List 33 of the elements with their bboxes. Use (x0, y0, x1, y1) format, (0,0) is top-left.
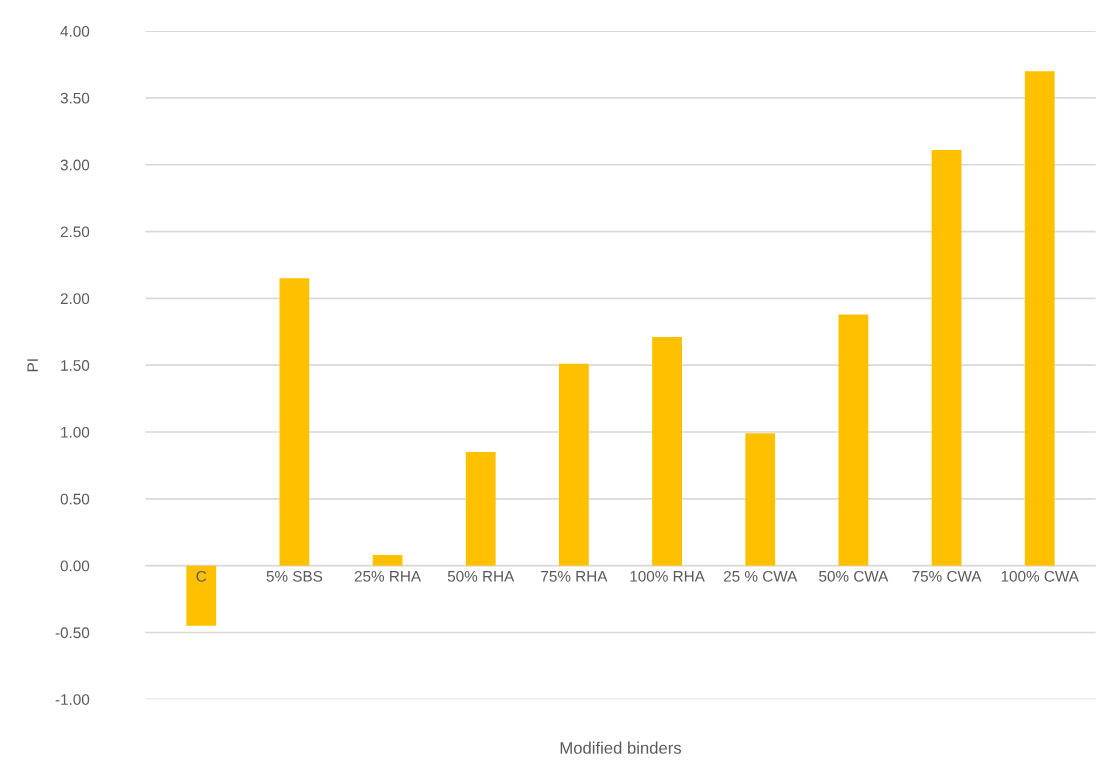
y-tick-label: 4.00 (60, 25, 90, 37)
y-tick-label: 2.00 (60, 293, 90, 305)
bar (652, 337, 682, 566)
bar (745, 433, 776, 566)
x-axis-title: Modified binders (560, 741, 682, 754)
x-tick-label: 5% SBS (266, 570, 323, 582)
x-tick-label: 50% RHA (447, 570, 515, 582)
bar (186, 565, 217, 626)
x-tick-label: 25 % CWA (723, 570, 798, 582)
x-tick-label: 75% RHA (541, 570, 608, 582)
y-tick-label: 3.50 (60, 92, 90, 104)
bar (931, 150, 962, 566)
y-tick-label: 1.50 (61, 360, 90, 371)
y-tick-label: -0.50 (55, 627, 90, 639)
bar (372, 554, 403, 566)
x-tick-label: 100% CWA (1001, 570, 1079, 582)
bar (279, 278, 310, 566)
bar (1024, 71, 1055, 566)
x-tick-label: 25% RHA (354, 570, 422, 582)
x-tick-label: 75% CWA (912, 570, 982, 582)
x-tick-label: 50% CWA (819, 570, 889, 582)
y-axis-title: PI (27, 359, 38, 372)
bar (559, 363, 589, 566)
bar (465, 452, 496, 566)
y-tick-label: 0.00 (60, 560, 90, 572)
y-tick-label: 0.50 (60, 493, 90, 505)
y-tick-label: 2.50 (60, 226, 90, 238)
bar (838, 314, 869, 566)
x-tick-label: 100% RHA (630, 570, 705, 582)
y-tick-label: 3.00 (60, 159, 90, 171)
x-tick-label: C (196, 570, 207, 582)
y-tick-label: 1.00 (61, 426, 90, 438)
y-tick-label: -1.00 (55, 694, 90, 705)
